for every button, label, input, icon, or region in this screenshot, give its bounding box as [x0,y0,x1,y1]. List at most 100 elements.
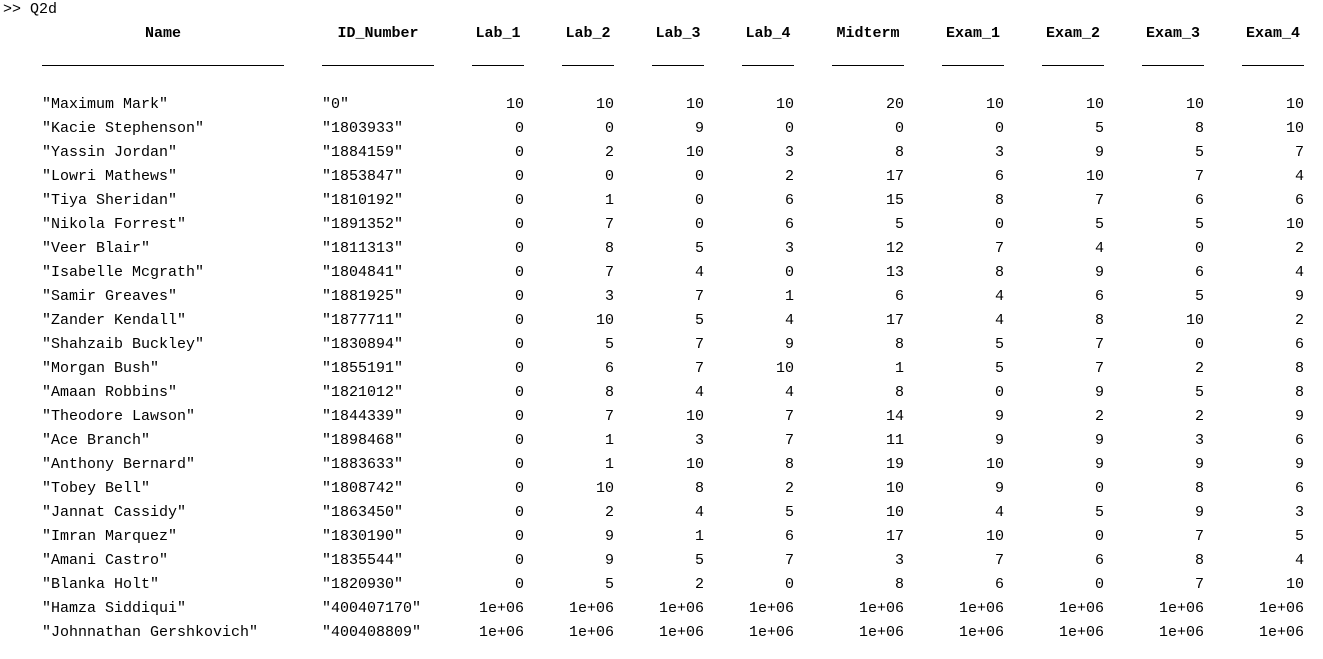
cell-lab-1: 1e+06 [478,600,524,617]
cell-lab-4: 1 [784,288,794,305]
cell-id-number: "1881925" [322,288,404,305]
cell-exam-2: 9 [1094,264,1104,281]
cell-midterm: 17 [885,528,904,545]
column-header-underline [322,65,434,66]
cell-exam-3: 2 [1194,408,1204,425]
column-header-underline [1242,65,1304,66]
cell-exam-3: 5 [1194,216,1204,233]
cell-lab-1: 0 [514,552,524,569]
column-header-exam-4: Exam_4 [1245,25,1300,42]
cell-exam-4: 4 [1294,552,1304,569]
column-header-lab-2: Lab_2 [565,25,611,42]
cell-exam-3: 8 [1194,552,1204,569]
cell-exam-4: 1e+06 [1258,624,1304,641]
cell-exam-2: 10 [1085,168,1104,185]
cell-lab-3: 9 [694,120,704,137]
cell-lab-2: 6 [604,360,614,377]
cell-lab-1: 0 [514,240,524,257]
cell-lab-2: 3 [604,288,614,305]
cell-exam-4: 10 [1285,216,1304,233]
cell-exam-2: 0 [1094,480,1104,497]
cell-lab-3: 5 [694,240,704,257]
cell-midterm: 13 [885,264,904,281]
cell-midterm: 17 [885,168,904,185]
cell-midterm: 1e+06 [858,600,904,617]
prompt-symbol: >> [3,1,31,18]
cell-exam-2: 6 [1094,552,1104,569]
cell-lab-1: 0 [514,144,524,161]
cell-exam-3: 5 [1194,384,1204,401]
cell-lab-1: 0 [514,432,524,449]
column-header-lab-4: Lab_4 [745,25,791,42]
cell-name: "Kacie Stephenson" [42,120,205,137]
cell-lab-1: 0 [514,504,524,521]
cell-lab-3: 5 [694,552,704,569]
cell-exam-4: 9 [1294,456,1304,473]
cell-lab-4: 6 [784,192,794,209]
cell-midterm: 8 [894,144,904,161]
cell-exam-1: 4 [994,312,1004,329]
cell-exam-4: 1e+06 [1258,600,1304,617]
cell-exam-1: 7 [994,552,1004,569]
cell-midterm: 8 [894,384,904,401]
cell-name: "Samir Greaves" [42,288,178,305]
cell-name: "Amaan Robbins" [42,384,178,401]
cell-exam-2: 9 [1094,432,1104,449]
cell-exam-2: 0 [1094,576,1104,593]
cell-exam-1: 4 [994,288,1004,305]
cell-exam-2: 5 [1094,216,1104,233]
cell-midterm: 0 [894,120,904,137]
column-header-exam-3: Exam_3 [1145,25,1200,42]
cell-lab-4: 8 [784,456,794,473]
cell-exam-1: 8 [994,192,1004,209]
cell-lab-1: 0 [514,456,524,473]
cell-lab-1: 0 [514,360,524,377]
cell-exam-1: 0 [994,216,1004,233]
cell-lab-1: 10 [505,96,524,113]
cell-lab-4: 3 [784,144,794,161]
cell-midterm: 1e+06 [858,624,904,641]
cell-name: "Veer Blair" [42,240,151,257]
cell-id-number: "1883633" [322,456,404,473]
cell-exam-4: 10 [1285,96,1304,113]
cell-exam-2: 8 [1094,312,1104,329]
cell-exam-3: 8 [1194,120,1204,137]
column-header-underline [742,65,794,66]
cell-lab-2: 5 [604,576,614,593]
cell-name: "Nikola Forrest" [42,216,187,233]
cell-lab-1: 0 [514,384,524,401]
column-header-underline [42,65,284,66]
column-header-id-number: ID_Number [337,25,419,42]
cell-midterm: 19 [885,456,904,473]
cell-id-number: "0" [322,96,350,113]
cell-name: "Tobey Bell" [42,480,151,497]
cell-lab-3: 1 [694,528,704,545]
cell-lab-2: 7 [604,264,614,281]
command-text: Q2d [30,1,58,18]
cell-exam-2: 9 [1094,144,1104,161]
cell-lab-4: 10 [775,96,794,113]
column-header-midterm: Midterm [836,25,900,42]
column-header-underline [1142,65,1204,66]
cell-name: "Anthony Bernard" [42,456,196,473]
cell-lab-1: 0 [514,528,524,545]
cell-lab-3: 10 [685,408,704,425]
cell-id-number: "1830190" [322,528,404,545]
cell-lab-4: 5 [784,504,794,521]
cell-exam-4: 8 [1294,360,1304,377]
command-line[interactable]: >> Q2d [3,0,57,20]
cell-midterm: 15 [885,192,904,209]
cell-midterm: 14 [885,408,904,425]
cell-exam-4: 6 [1294,480,1304,497]
cell-id-number: "1835544" [322,552,404,569]
cell-exam-2: 7 [1094,192,1104,209]
column-header-underline [942,65,1004,66]
cell-lab-2: 0 [604,120,614,137]
cell-name: "Ace Branch" [42,432,151,449]
cell-lab-3: 8 [694,480,704,497]
cell-id-number: "1821012" [322,384,404,401]
cell-exam-1: 6 [994,168,1004,185]
cell-lab-4: 10 [775,360,794,377]
cell-exam-1: 0 [994,384,1004,401]
cell-exam-4: 4 [1294,264,1304,281]
